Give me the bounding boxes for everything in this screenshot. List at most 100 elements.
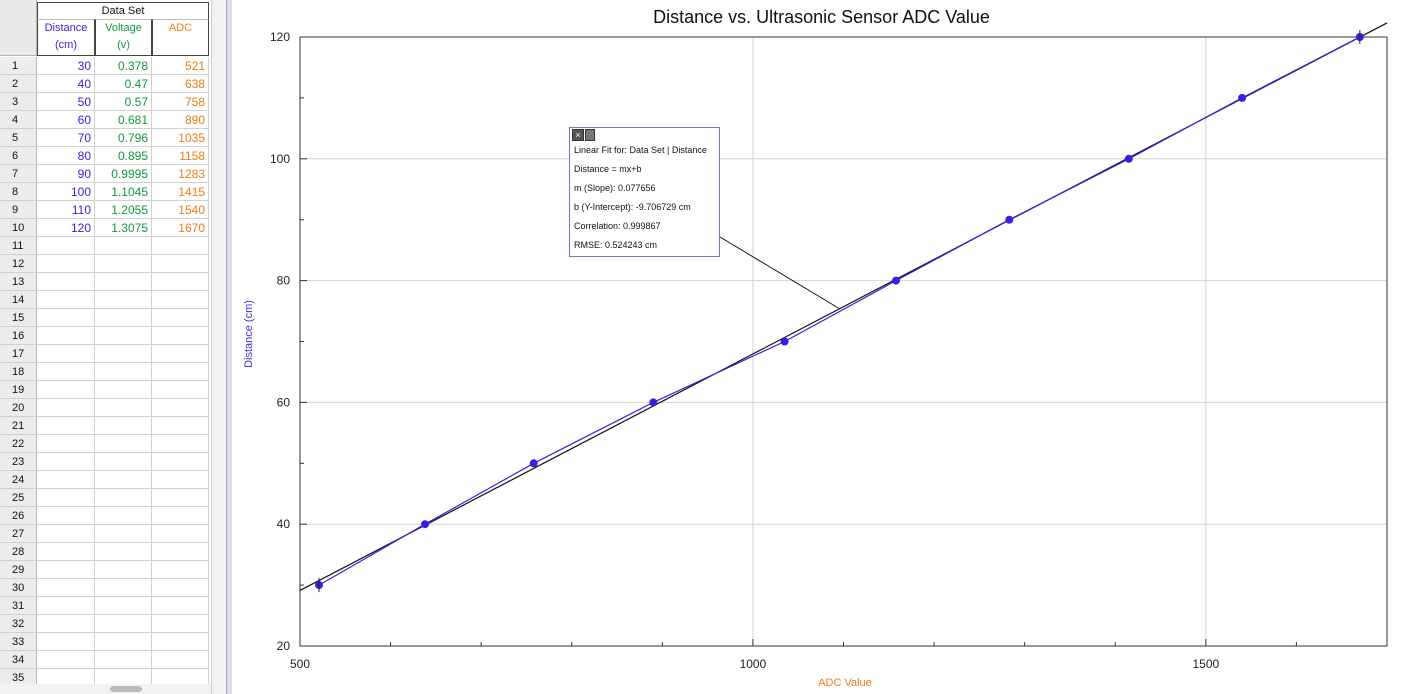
cell-voltage[interactable] xyxy=(95,309,152,327)
row-number[interactable]: 1 xyxy=(0,57,37,75)
cell-distance[interactable]: 60 xyxy=(37,111,95,129)
row-number[interactable]: 3 xyxy=(0,93,37,111)
row-number[interactable]: 33 xyxy=(0,633,37,651)
table-row[interactable]: 9 110 1.2055 1540 xyxy=(0,201,211,219)
table-row[interactable]: 27 xyxy=(0,525,211,543)
cell-voltage[interactable]: 0.895 xyxy=(95,147,152,165)
cell-adc[interactable] xyxy=(152,381,209,399)
table-row[interactable]: 12 xyxy=(0,255,211,273)
cell-adc[interactable]: 1415 xyxy=(152,183,209,201)
cell-adc[interactable] xyxy=(152,597,209,615)
cell-voltage[interactable] xyxy=(95,615,152,633)
cell-voltage[interactable]: 0.9995 xyxy=(95,165,152,183)
cell-adc[interactable] xyxy=(152,633,209,651)
cell-distance[interactable] xyxy=(37,309,95,327)
cell-voltage[interactable] xyxy=(95,597,152,615)
cell-distance[interactable] xyxy=(37,489,95,507)
row-number[interactable]: 9 xyxy=(0,201,37,219)
cell-voltage[interactable] xyxy=(95,417,152,435)
cell-distance[interactable] xyxy=(37,345,95,363)
cell-adc[interactable]: 1670 xyxy=(152,219,209,237)
cell-voltage[interactable] xyxy=(95,381,152,399)
table-row[interactable]: 11 xyxy=(0,237,211,255)
row-number[interactable]: 21 xyxy=(0,417,37,435)
cell-distance[interactable] xyxy=(37,363,95,381)
row-number[interactable]: 17 xyxy=(0,345,37,363)
cell-voltage[interactable] xyxy=(95,579,152,597)
dataset-title[interactable]: Data Set xyxy=(37,2,209,19)
table-row[interactable]: 29 xyxy=(0,561,211,579)
vertical-scrollbar[interactable] xyxy=(211,0,226,694)
table-row[interactable]: 23 xyxy=(0,453,211,471)
cell-voltage[interactable] xyxy=(95,471,152,489)
cell-adc[interactable] xyxy=(152,345,209,363)
row-number[interactable]: 13 xyxy=(0,273,37,291)
cell-adc[interactable] xyxy=(152,435,209,453)
cell-voltage[interactable] xyxy=(95,291,152,309)
cell-adc[interactable]: 890 xyxy=(152,111,209,129)
horizontal-scrollbar[interactable] xyxy=(0,684,211,694)
row-number[interactable]: 28 xyxy=(0,543,37,561)
table-row[interactable]: 22 xyxy=(0,435,211,453)
row-number[interactable]: 29 xyxy=(0,561,37,579)
row-number[interactable]: 32 xyxy=(0,615,37,633)
column-header-distance[interactable]: Distance (cm) xyxy=(37,19,95,56)
cell-voltage[interactable] xyxy=(95,399,152,417)
cell-adc[interactable] xyxy=(152,543,209,561)
table-row[interactable]: 25 xyxy=(0,489,211,507)
cell-distance[interactable] xyxy=(37,255,95,273)
cell-voltage[interactable] xyxy=(95,237,152,255)
row-number[interactable]: 7 xyxy=(0,165,37,183)
cell-voltage[interactable] xyxy=(95,489,152,507)
row-number[interactable]: 15 xyxy=(0,309,37,327)
cell-adc[interactable]: 1158 xyxy=(152,147,209,165)
horizontal-scroll-thumb[interactable] xyxy=(110,686,142,692)
table-row[interactable]: 26 xyxy=(0,507,211,525)
cell-distance[interactable]: 40 xyxy=(37,75,95,93)
row-number[interactable]: 6 xyxy=(0,147,37,165)
cell-distance[interactable] xyxy=(37,453,95,471)
table-row[interactable]: 10 120 1.3075 1670 xyxy=(0,219,211,237)
table-row[interactable]: 16 xyxy=(0,327,211,345)
table-row[interactable]: 1 30 0.378 521 xyxy=(0,57,211,75)
table-row[interactable]: 21 xyxy=(0,417,211,435)
cell-adc[interactable] xyxy=(152,255,209,273)
cell-distance[interactable] xyxy=(37,399,95,417)
cell-adc[interactable]: 758 xyxy=(152,93,209,111)
table-row[interactable]: 34 xyxy=(0,651,211,669)
table-row[interactable]: 30 xyxy=(0,579,211,597)
cell-adc[interactable] xyxy=(152,651,209,669)
row-number[interactable]: 19 xyxy=(0,381,37,399)
column-header-voltage[interactable]: Voltage (v) xyxy=(95,19,152,56)
cell-adc[interactable]: 638 xyxy=(152,75,209,93)
table-row[interactable]: 14 xyxy=(0,291,211,309)
cell-adc[interactable] xyxy=(152,291,209,309)
cell-adc[interactable] xyxy=(152,489,209,507)
cell-adc[interactable] xyxy=(152,615,209,633)
cell-voltage[interactable] xyxy=(95,255,152,273)
table-row[interactable]: 8 100 1.1045 1415 xyxy=(0,183,211,201)
table-row[interactable]: 6 80 0.895 1158 xyxy=(0,147,211,165)
row-number[interactable]: 27 xyxy=(0,525,37,543)
cell-voltage[interactable] xyxy=(95,561,152,579)
row-number[interactable]: 26 xyxy=(0,507,37,525)
cell-distance[interactable] xyxy=(37,579,95,597)
scatter-chart[interactable]: 500 1000 1500 20 40 60 80 100 120 xyxy=(232,0,1411,694)
row-number[interactable]: 5 xyxy=(0,129,37,147)
column-header-adc[interactable]: ADC xyxy=(152,19,209,56)
cell-adc[interactable] xyxy=(152,399,209,417)
table-row[interactable]: 18 xyxy=(0,363,211,381)
cell-distance[interactable]: 120 xyxy=(37,219,95,237)
row-number[interactable]: 30 xyxy=(0,579,37,597)
cell-distance[interactable] xyxy=(37,417,95,435)
cell-adc[interactable] xyxy=(152,237,209,255)
cell-adc[interactable] xyxy=(152,327,209,345)
row-number[interactable]: 18 xyxy=(0,363,37,381)
cell-distance[interactable] xyxy=(37,651,95,669)
row-number[interactable]: 20 xyxy=(0,399,37,417)
cell-distance[interactable] xyxy=(37,237,95,255)
row-number[interactable]: 23 xyxy=(0,453,37,471)
row-number[interactable]: 14 xyxy=(0,291,37,309)
cell-distance[interactable] xyxy=(37,507,95,525)
row-number[interactable]: 8 xyxy=(0,183,37,201)
